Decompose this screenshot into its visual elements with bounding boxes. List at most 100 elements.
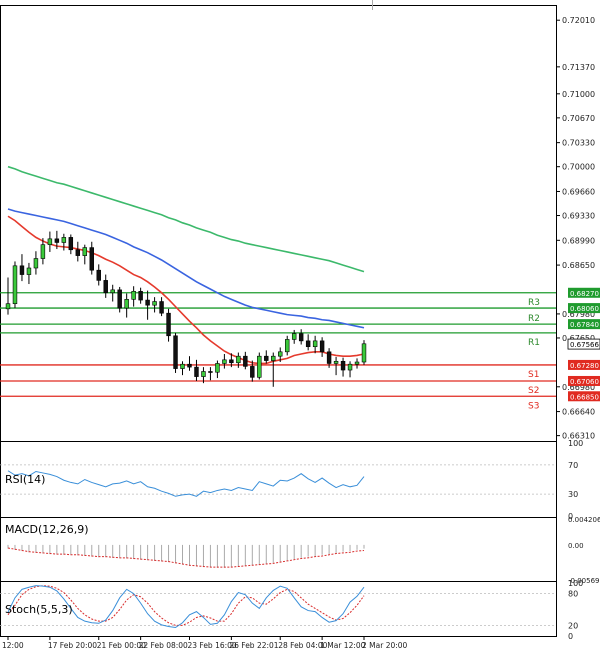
candle-body xyxy=(180,363,185,369)
level-label-r3: R3 xyxy=(528,298,540,308)
level-label-r1: R1 xyxy=(528,338,540,348)
price-tag-s1-bg xyxy=(568,359,600,370)
candle-body xyxy=(333,360,339,364)
x-tick-label: 12:00 xyxy=(2,641,24,650)
ma-slow-line xyxy=(7,165,365,273)
candle-body xyxy=(145,299,150,306)
rsi-tick-label: 100 xyxy=(568,439,583,448)
price-tag-r3-bg xyxy=(568,303,600,314)
stoch-label: Stoch(5,5,3) xyxy=(5,603,73,616)
price-tag-s3-bg xyxy=(568,391,600,402)
candle-body xyxy=(124,299,129,309)
candle-body xyxy=(68,237,74,251)
rsi-label: RSI(14) xyxy=(5,473,45,486)
candle-body xyxy=(54,238,60,243)
candle-body xyxy=(222,359,227,364)
candle-body xyxy=(75,249,81,256)
stoch-tick-label: 100 xyxy=(568,579,583,588)
candle-body xyxy=(138,291,143,301)
x-tick-label: 21 Feb 00:00 xyxy=(97,641,146,650)
candle-body xyxy=(110,289,115,294)
price-tag-s2: 0.67060 xyxy=(570,378,599,386)
price-tick-label: 0.70000 xyxy=(562,163,595,172)
candle-body xyxy=(257,355,262,378)
price-tag-extra: 0.68270 xyxy=(570,290,599,298)
candle-body xyxy=(96,269,101,281)
price-tick-label: 0.72010 xyxy=(562,16,595,25)
x-tick-label: 23 Feb 16:00 xyxy=(187,641,236,650)
candle-body xyxy=(26,267,32,275)
candle-body xyxy=(354,361,360,365)
rsi-tick-label: 0 xyxy=(568,512,573,521)
x-tick-label: 1 Mar 12:00 xyxy=(320,641,366,650)
candle-body xyxy=(215,363,220,373)
candle-body xyxy=(326,351,332,364)
macd-tick-label: 0.00 xyxy=(568,542,584,550)
candle-body xyxy=(117,289,122,309)
candle-body xyxy=(305,340,311,348)
candle-body xyxy=(159,301,164,314)
price-tick-label: 0.66310 xyxy=(562,432,595,441)
ma-mid-line xyxy=(7,208,365,329)
macd-tick-label: 0.004206 xyxy=(568,516,600,524)
candle-body xyxy=(319,340,325,353)
candle-body xyxy=(229,359,234,364)
price-tick-label: 0.66980 xyxy=(562,383,595,392)
x-tick-label: 26 Feb 22:01 xyxy=(229,641,278,650)
candle-body xyxy=(89,247,94,271)
price-tick-label: 0.67650 xyxy=(562,334,595,343)
level-label-s3: S3 xyxy=(528,401,539,411)
price-tag-extra-bg xyxy=(568,287,600,298)
candle-body xyxy=(187,363,192,368)
candle-body xyxy=(103,280,108,294)
x-tick-label: 17 Feb 20:00 xyxy=(48,641,97,650)
stoch-main-line xyxy=(7,585,365,629)
candle-body xyxy=(340,360,346,371)
price-tag-r2: 0.67840 xyxy=(570,321,599,329)
rsi-tick-label: 30 xyxy=(568,490,578,499)
candle-body xyxy=(131,291,136,300)
candle-body xyxy=(61,237,67,243)
candle-body xyxy=(347,363,353,371)
price-tick-label: 0.71000 xyxy=(562,90,595,99)
macd-label: MACD(12,26,9) xyxy=(5,523,89,536)
candle-body xyxy=(5,303,11,310)
candle-body xyxy=(201,371,206,377)
candle-body xyxy=(12,265,18,305)
candle-body xyxy=(152,301,157,306)
rsi-tick-label: 70 xyxy=(568,461,578,470)
candle-body xyxy=(194,366,199,377)
price-tick-label: 0.70330 xyxy=(562,139,595,148)
candle-body xyxy=(271,355,276,361)
x-tick-label: 22 Feb 08:00 xyxy=(139,641,188,650)
candle-body xyxy=(312,340,318,348)
price-tick-label: 0.69330 xyxy=(562,212,595,221)
price-tick-label: 0.68990 xyxy=(562,236,595,245)
stoch-tick-label: 20 xyxy=(568,621,578,630)
candle-body xyxy=(361,343,367,363)
price-tag-s3: 0.66850 xyxy=(570,393,599,401)
current-price-tag-bg xyxy=(567,338,600,350)
candle-body xyxy=(278,351,283,357)
candle-body xyxy=(264,355,269,361)
level-label-s2: S2 xyxy=(528,386,539,396)
price-tick-label: 0.69660 xyxy=(562,187,595,196)
candle-body xyxy=(208,371,213,373)
candle-body xyxy=(40,244,46,259)
candle-body xyxy=(291,333,297,340)
candle-body xyxy=(284,339,290,353)
price-tag-s1: 0.67280 xyxy=(570,362,599,370)
candle-body xyxy=(298,333,304,342)
stoch-tick-label: 80 xyxy=(568,590,578,599)
level-label-r2: R2 xyxy=(528,314,540,324)
price-tag-r3: 0.68060 xyxy=(570,305,599,313)
ma-fast-line xyxy=(7,215,365,365)
candle-body xyxy=(243,355,248,367)
x-tick-label: 28 Feb 04:00 xyxy=(278,641,327,650)
x-tick-label: 2 Mar 20:00 xyxy=(362,641,408,650)
candle-body xyxy=(173,335,178,369)
candle-body xyxy=(166,312,171,337)
price-tick-label: 0.71370 xyxy=(562,63,595,72)
price-tick-label: 0.68650 xyxy=(562,261,595,270)
